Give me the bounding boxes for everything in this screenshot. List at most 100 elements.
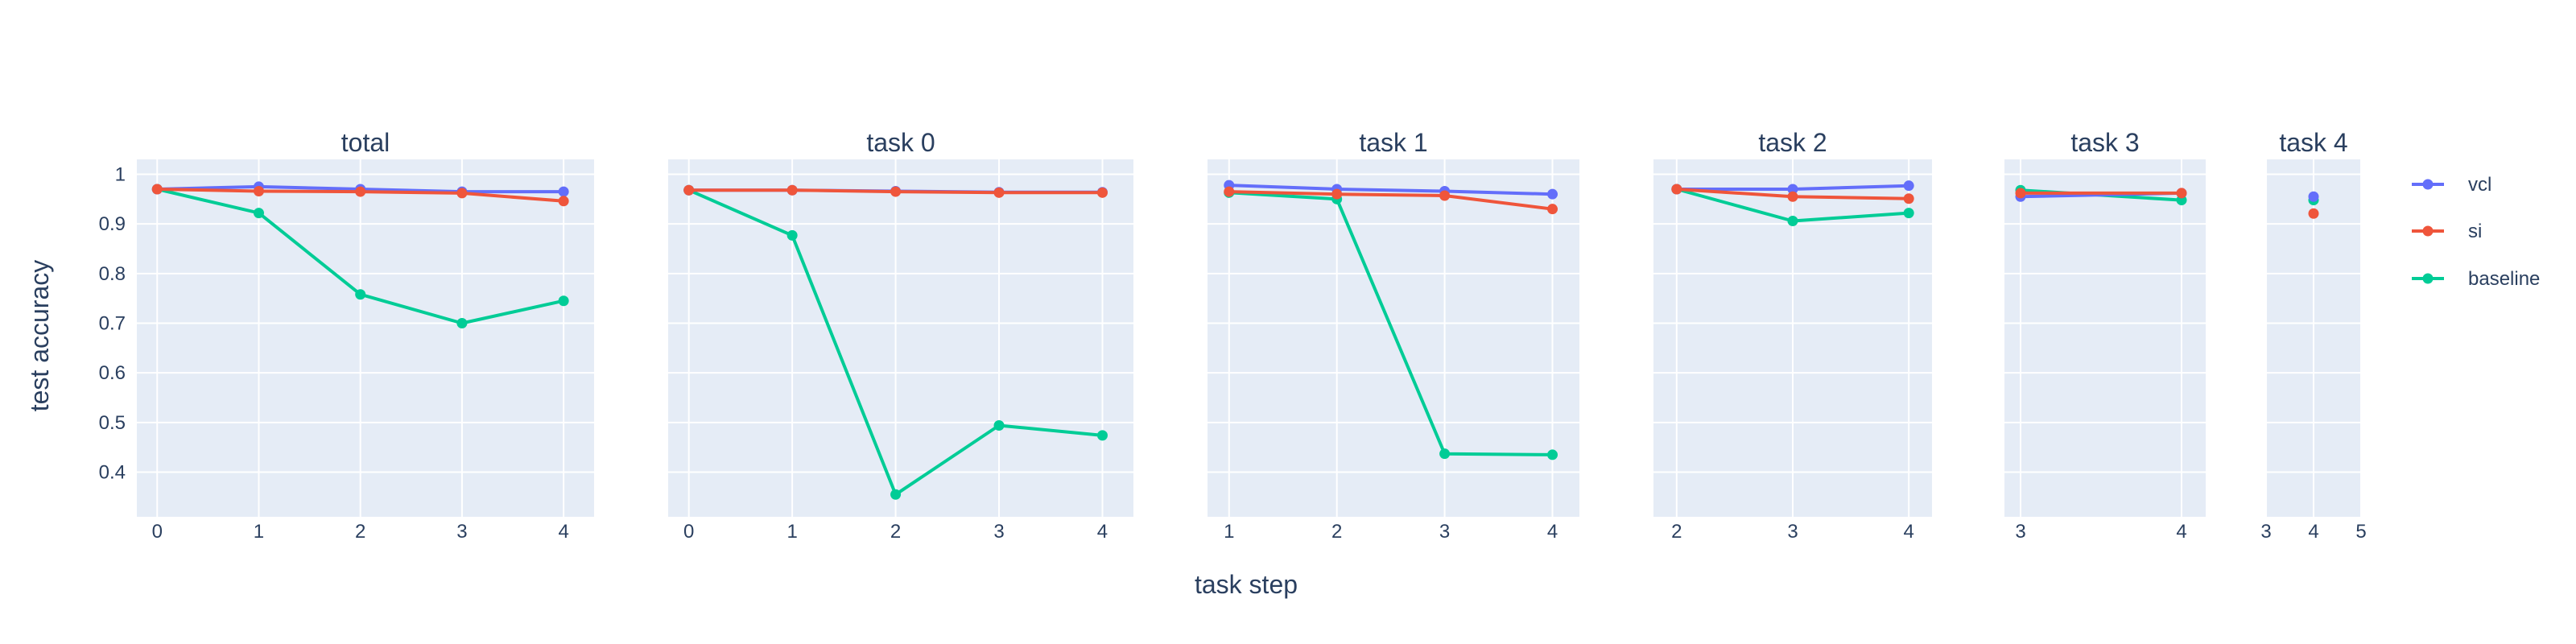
legend-marker [2422, 225, 2434, 237]
y-tick-label: 0.6 [99, 362, 126, 384]
data-point [1547, 449, 1558, 460]
x-tick-label: 1 [786, 521, 797, 543]
data-point [1903, 180, 1914, 192]
x-tick-label: 0 [683, 521, 694, 543]
x-tick-label: 2 [1671, 521, 1682, 543]
data-point [1671, 184, 1682, 195]
series-si-task-2 [1671, 184, 1914, 204]
legend-label: vcl [2468, 174, 2491, 196]
data-point [2015, 188, 2026, 199]
data-point [2308, 191, 2319, 202]
x-axis-title: task step [1195, 570, 1298, 599]
x-tick-label: 0 [152, 521, 163, 543]
plot-background [2004, 159, 2206, 517]
panel-task-0: task 0 0 1 2 3 4 [668, 128, 1133, 543]
legend-item-vcl: vcl [2412, 174, 2491, 196]
legend-item-si: si [2412, 221, 2482, 242]
panel-title: total [341, 128, 390, 157]
panel-total: total 0 1 2 3 4 0.4 0.5 0.6 0.7 0.8 0.9 1 [99, 128, 594, 543]
series-si-task-0 [683, 184, 1108, 198]
x-tick-label: 3 [456, 521, 467, 543]
data-point [993, 187, 1005, 198]
data-point [2176, 188, 2187, 199]
data-point [1903, 193, 1914, 204]
legend: vcl si baseline [2412, 174, 2540, 290]
series-si-total [151, 184, 569, 207]
series-si-task-3 [2015, 188, 2187, 199]
series-line [1228, 190, 1553, 211]
x-tick-label: 3 [993, 521, 1004, 543]
data-point [151, 184, 163, 195]
panel-title: task 2 [1758, 128, 1827, 157]
x-tick-label: 4 [2176, 521, 2186, 543]
data-point [1547, 204, 1558, 215]
panel-title: task 0 [866, 128, 935, 157]
panel-task-2: task 2 2 3 4 [1653, 128, 1932, 543]
data-point [1787, 215, 1798, 226]
x-tick-label: 1 [1224, 521, 1234, 543]
series-si-task-1 [1224, 186, 1558, 215]
data-point [1439, 190, 1451, 201]
series-si-task-4 [2308, 208, 2319, 219]
x-tick-label: 3 [2015, 521, 2025, 543]
y-tick-label: 0.4 [99, 462, 126, 484]
panel-task-1: task 1 1 2 3 4 [1208, 128, 1579, 543]
panel-task-4: task 4 3 4 5 [2260, 128, 2366, 543]
x-tick-label: 4 [1547, 521, 1558, 543]
data-point [355, 289, 366, 300]
data-point [1787, 184, 1798, 195]
x-tick-label: 3 [2260, 521, 2271, 543]
legend-label: baseline [2468, 268, 2540, 290]
series-vcl-task-4 [2308, 191, 2319, 202]
x-tick-label: 2 [355, 521, 365, 543]
x-tick-label: 3 [1787, 521, 1798, 543]
data-point [2308, 208, 2319, 219]
series-line [1228, 184, 1553, 196]
y-tick-label: 0.5 [99, 412, 126, 434]
plot-background [668, 159, 1133, 517]
data-point [1787, 191, 1798, 202]
data-point [993, 420, 1005, 431]
data-point [355, 186, 366, 197]
data-point [683, 184, 695, 196]
x-tick-label: 4 [1903, 521, 1913, 543]
x-tick-label: 4 [558, 521, 568, 543]
x-tick-label: 4 [1097, 521, 1108, 543]
data-point [1331, 188, 1343, 200]
data-point [253, 185, 264, 196]
y-tick-label: 1 [115, 164, 126, 186]
x-tick-label: 1 [254, 521, 264, 543]
data-point [456, 188, 468, 199]
x-tick-label: 5 [2355, 521, 2366, 543]
x-tick-label: 2 [1331, 521, 1342, 543]
subplots: total 0 1 2 3 4 0.4 0.5 0.6 0.7 0.8 0.9 1 task 0 0 1 2 3 4… [99, 128, 2367, 543]
data-point [890, 186, 902, 197]
data-point [890, 489, 902, 500]
data-point [1096, 187, 1108, 198]
y-tick-label: 0.8 [99, 263, 126, 285]
data-point [558, 196, 569, 207]
data-point [1096, 430, 1108, 441]
x-tick-label: 3 [1439, 521, 1450, 543]
plot-background [1208, 159, 1579, 517]
data-point [456, 318, 468, 328]
panel-task-3: task 3 3 4 [2004, 128, 2206, 543]
data-point [1903, 208, 1914, 219]
plot-background [137, 159, 594, 517]
panel-title: task 4 [2279, 128, 2347, 157]
y-axis-title: test accuracy [25, 260, 54, 412]
y-tick-label: 0.7 [99, 313, 126, 335]
data-point [786, 229, 798, 241]
x-tick-label: 4 [2308, 521, 2318, 543]
data-point [253, 208, 264, 219]
data-point [558, 295, 569, 307]
legend-marker [2422, 273, 2434, 284]
data-point [1439, 448, 1451, 460]
series-line [1228, 191, 1553, 456]
data-point [1547, 188, 1558, 200]
data-point [558, 186, 569, 197]
data-point [786, 184, 798, 196]
x-tick-label: 2 [890, 521, 901, 543]
panel-title: task 3 [2070, 128, 2139, 157]
